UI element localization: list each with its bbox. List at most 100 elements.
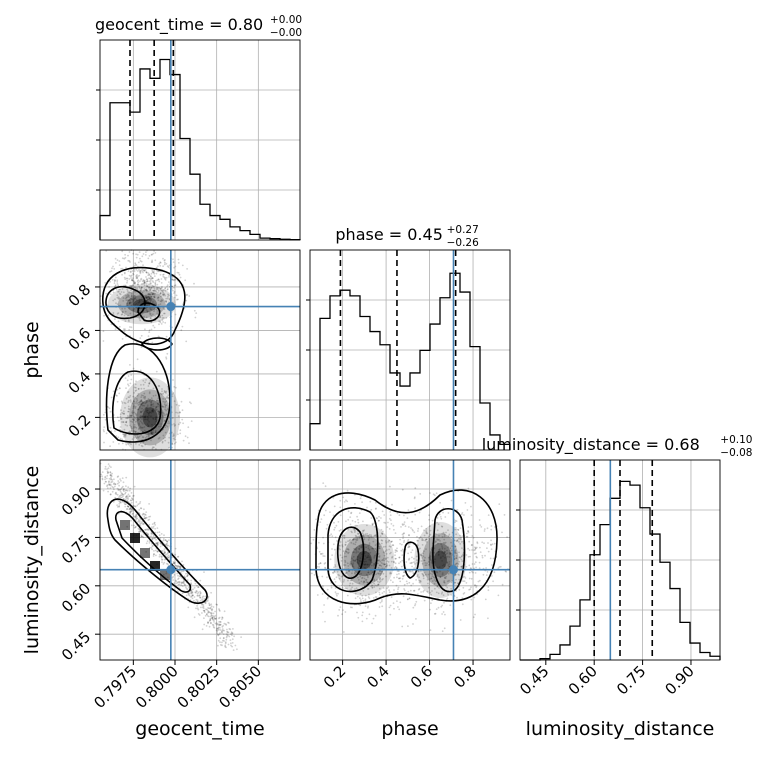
sample-point [153,295,156,298]
sample-point [161,405,164,408]
sample-point [161,388,163,390]
sample-point [128,260,131,262]
sample-point [474,546,476,549]
sample-point [207,595,210,598]
sample-point [163,552,166,555]
sample-point [141,280,144,283]
sample-point [146,411,149,414]
sample-point [121,492,124,495]
sample-point [345,550,348,553]
sample-point [446,561,448,564]
sample-point [116,312,119,315]
sample-point [216,623,219,625]
sample-point [140,278,142,281]
sample-point [148,382,151,385]
sample-point [150,415,153,418]
sample-point [145,281,148,283]
sample-point [371,584,374,587]
sample-point [406,598,409,601]
sample-point [125,420,128,423]
sample-point [450,535,453,538]
sample-point [352,551,354,554]
sample-point [151,537,154,540]
sample-point [136,276,139,279]
sample-point [148,283,150,286]
sample-point [155,554,157,557]
sample-point [397,586,400,589]
sample-point [431,519,434,522]
sample-point [151,341,154,344]
sample-point [373,579,376,582]
sample-point [440,517,443,520]
sample-point [199,596,202,599]
sample-point [388,528,391,530]
sample-point [441,560,443,562]
sample-point [172,579,175,581]
sample-point [134,390,137,392]
sample-point [141,402,144,404]
sample-point [128,296,130,298]
sample-point [158,293,161,296]
sample-point [139,522,142,525]
sample-point [448,552,451,554]
sample-point [425,538,428,541]
sample-point [138,287,141,289]
sample-point [166,288,169,291]
sample-point [114,328,117,331]
sample-point [142,430,145,433]
sample-point [133,494,135,497]
sample-point [368,548,371,551]
sample-point [153,250,156,252]
sample-point [432,493,435,496]
sample-point [146,285,148,288]
sample-point [139,430,142,432]
sample-point [163,561,166,564]
sample-point [151,269,154,272]
sample-point [118,489,121,491]
sample-point [135,443,137,445]
sample-point [164,439,167,442]
sample-point [361,611,364,614]
sample-point [334,564,336,566]
sample-point [359,551,362,554]
sample-point [318,541,320,544]
sample-point [331,554,333,556]
sample-point [401,548,404,551]
sample-point [140,288,143,290]
sample-point [443,627,446,630]
sample-point [379,535,382,537]
sample-point [376,579,378,581]
sample-point [130,524,133,527]
sample-point [140,507,143,510]
sample-point [420,554,423,557]
sample-point [152,446,154,449]
sample-point [157,292,159,294]
sample-point [484,554,486,557]
sample-point [133,419,136,422]
sample-point [153,553,155,556]
sample-point [354,559,357,562]
sample-point [380,562,383,564]
sample-point [180,329,183,332]
sample-point [175,565,178,567]
sample-point [127,293,129,296]
sample-point [367,539,370,541]
sample-point [167,544,170,547]
sample-point [339,499,342,502]
sample-point [147,274,150,277]
sample-point [141,410,144,412]
sample-point [214,617,217,620]
sample-point [164,426,167,429]
sample-point [209,617,212,620]
sample-point [358,559,361,562]
sample-point [176,271,179,274]
sample-point [406,540,409,543]
sample-point [164,300,167,302]
sample-point [454,545,457,548]
sample-point [388,591,391,594]
sample-point [211,616,214,619]
sample-point [134,407,137,409]
sample-point [474,561,477,564]
sample-point [354,503,356,505]
sample-point [145,278,148,281]
